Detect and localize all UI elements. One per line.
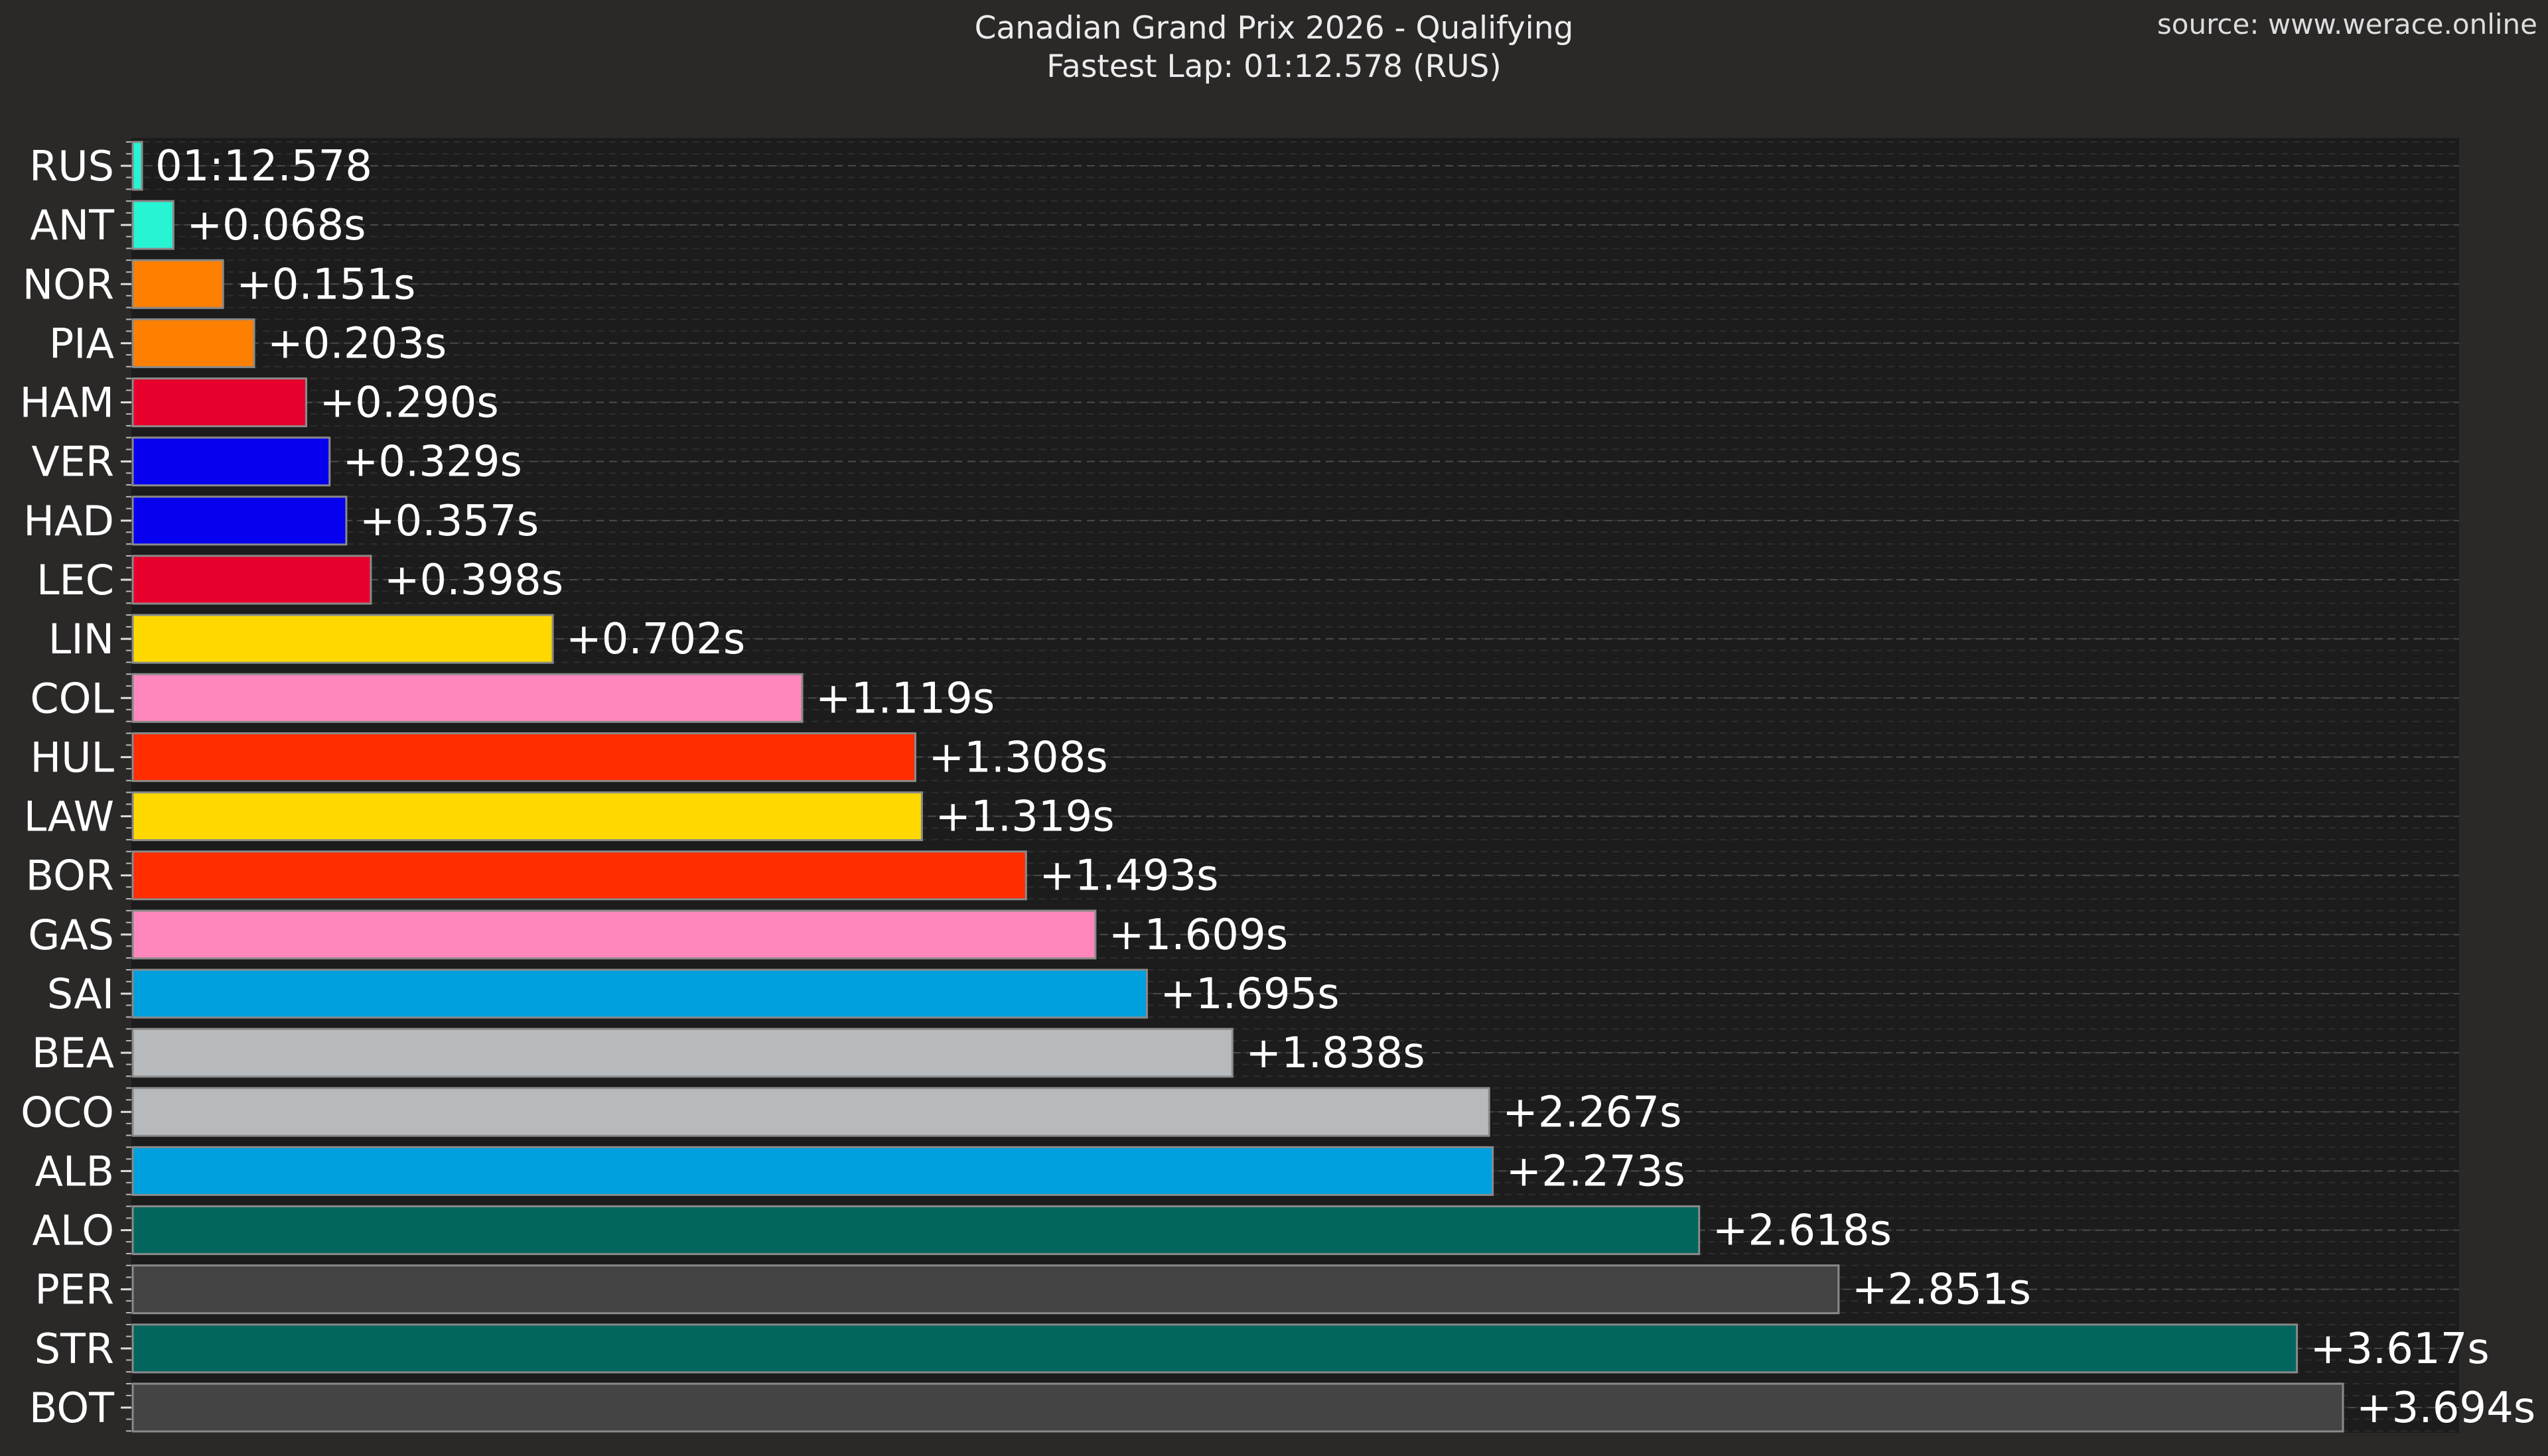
driver-label: SAI: [47, 970, 114, 1018]
driver-label: VER: [31, 438, 114, 486]
bar-value-label: +1.319s: [935, 793, 1114, 842]
bar-value-label: +0.398s: [384, 556, 563, 605]
bar-sai: [131, 968, 1148, 1019]
driver-label: HUL: [30, 733, 114, 781]
y-axis-ticks: [121, 141, 131, 1432]
bar-value-label: +0.290s: [320, 379, 499, 428]
driver-label: ALB: [35, 1147, 115, 1195]
bar-pia: [131, 318, 255, 368]
bars: [131, 141, 2344, 1433]
bar-law: [131, 791, 923, 842]
bar-value-label: +1.695s: [1160, 970, 1339, 1019]
driver-label: LIN: [48, 615, 114, 663]
bar-gas: [131, 909, 1097, 960]
bar-value-label: +1.493s: [1039, 852, 1218, 901]
bar-per: [131, 1264, 1840, 1315]
bar-bot: [131, 1382, 2344, 1433]
bar-str: [131, 1323, 2299, 1374]
bar-value-label: +0.329s: [343, 438, 522, 487]
bar-value-label: +3.694s: [2356, 1384, 2535, 1433]
driver-label: PIA: [49, 319, 114, 367]
bar-value-label: +1.308s: [928, 733, 1107, 782]
bar-value-label: +0.702s: [566, 615, 745, 664]
driver-label: ALO: [32, 1207, 114, 1255]
bar-value-label: +0.068s: [186, 201, 366, 250]
bar-lin: [131, 614, 554, 664]
bar-rus: [131, 141, 143, 191]
y-axis-labels: RUS ANT NOR PIA HAM VER HAD LEC LIN COL HUL LAW BOR G…: [19, 142, 115, 1432]
chart-title: Canadian Grand Prix 2026 - Qualifying: [974, 10, 1574, 46]
bar-value-label: +2.618s: [1713, 1207, 1892, 1256]
bar-value-label: +0.151s: [236, 260, 415, 309]
bar-value-label: +2.851s: [1852, 1266, 2031, 1315]
bar-value-label: +2.273s: [1506, 1147, 1685, 1196]
bar-bea: [131, 1027, 1234, 1078]
driver-label: ANT: [30, 201, 115, 249]
source-credit: source: www.werace.online: [2157, 8, 2537, 40]
bar-value-label: +0.357s: [360, 497, 539, 546]
driver-label: LEC: [36, 556, 114, 604]
driver-label: BEA: [32, 1029, 114, 1077]
driver-label: GAS: [28, 911, 114, 959]
driver-label: HAM: [19, 379, 114, 427]
bar-alo: [131, 1205, 1701, 1256]
bar-labels: 01:12.578 +0.068s +0.151s +0.203s +0.290s +0.…: [155, 142, 2535, 1433]
bar-value-label: 01:12.578: [155, 142, 372, 191]
bar-value-label: +1.609s: [1109, 911, 1288, 960]
bar-ham: [131, 377, 308, 428]
driver-label: COL: [30, 674, 114, 722]
driver-label: STR: [35, 1325, 114, 1373]
bar-ver: [131, 436, 331, 487]
bar-value-label: +1.838s: [1245, 1029, 1425, 1078]
bar-value-label: +2.267s: [1502, 1088, 1681, 1137]
bar-lec: [131, 555, 372, 605]
bar-oco: [131, 1087, 1490, 1137]
bar-had: [131, 496, 348, 546]
bar-value-label: +0.203s: [267, 319, 447, 368]
bar-value-label: +3.617s: [2310, 1325, 2490, 1374]
driver-label: BOT: [29, 1384, 115, 1432]
driver-label: RUS: [29, 142, 114, 190]
chart-subtitle: Fastest Lap: 01:12.578 (RUS): [1046, 48, 1502, 85]
driver-label: NOR: [23, 260, 114, 308]
bar-nor: [131, 259, 224, 309]
bar-value-label: +1.119s: [815, 674, 995, 723]
driver-label: BOR: [26, 852, 114, 900]
bar-col: [131, 673, 804, 723]
bar-bor: [131, 850, 1027, 901]
bar-ant: [131, 200, 175, 250]
driver-label: HAD: [23, 497, 114, 545]
bar-alb: [131, 1146, 1494, 1196]
driver-label: OCO: [21, 1088, 114, 1136]
driver-label: LAW: [24, 793, 114, 841]
bar-hul: [131, 732, 916, 782]
driver-label: PER: [35, 1266, 114, 1314]
